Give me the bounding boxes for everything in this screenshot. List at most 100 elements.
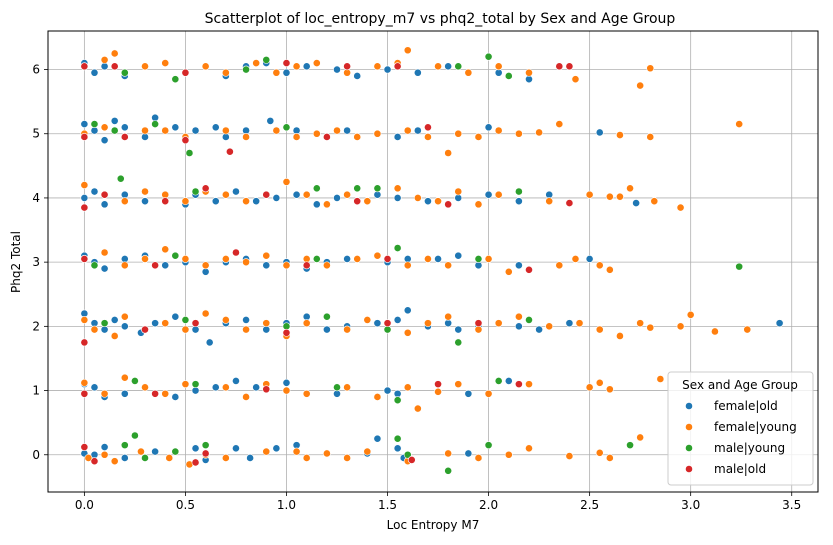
data-point-series-1 (272, 126, 281, 135)
data-point-series-1 (242, 133, 250, 141)
data-point-series-1 (100, 248, 109, 257)
data-point-series-0 (454, 325, 463, 334)
data-point-series-3 (474, 319, 483, 328)
legend-box (667, 371, 814, 486)
data-point-series-1 (646, 323, 655, 332)
data-point-series-0 (514, 197, 523, 206)
data-point-series-0 (191, 126, 200, 135)
data-point-series-0 (90, 68, 99, 77)
data-point-series-2 (90, 261, 99, 270)
data-point-series-0 (373, 434, 382, 443)
data-point-series-0 (191, 444, 200, 453)
data-point-series-0 (454, 194, 463, 202)
data-point-series-1 (585, 383, 594, 392)
data-point-series-1 (110, 457, 119, 466)
data-point-series-0 (484, 123, 493, 132)
data-point-series-2 (484, 441, 493, 450)
data-point-series-3 (201, 449, 210, 458)
data-point-series-3 (80, 62, 89, 71)
data-point-series-1 (161, 190, 170, 199)
x-tick-label: 0.0 (75, 498, 94, 512)
data-point-series-0 (393, 389, 402, 398)
data-point-series-1 (221, 255, 230, 263)
data-point-series-1 (626, 184, 634, 193)
data-point-series-2 (454, 338, 463, 347)
data-point-series-1 (454, 380, 463, 389)
data-point-series-0 (171, 312, 180, 321)
data-point-series-0 (464, 449, 473, 458)
data-point-series-1 (302, 255, 311, 263)
data-point-series-2 (494, 377, 503, 385)
data-point-series-0 (464, 389, 473, 398)
data-point-series-1 (484, 255, 493, 263)
data-point-series-1 (262, 319, 271, 328)
data-point-series-0 (383, 65, 392, 74)
data-point-series-1 (322, 261, 331, 270)
data-point-series-3 (514, 380, 523, 389)
data-point-series-0 (151, 113, 160, 122)
data-point-series-0 (514, 261, 523, 270)
data-point-series-1 (120, 261, 129, 270)
data-point-series-0 (353, 72, 362, 80)
data-point-series-1 (302, 454, 311, 462)
data-point-series-1 (444, 312, 453, 321)
data-point-series-2 (383, 325, 392, 334)
data-point-series-3 (141, 325, 149, 334)
data-point-series-1 (292, 62, 301, 71)
data-point-series-1 (616, 332, 624, 340)
data-point-series-1 (646, 133, 655, 141)
data-point-series-1 (343, 68, 352, 77)
data-point-series-0 (252, 197, 261, 206)
legend-marker (685, 444, 693, 452)
data-point-series-1 (221, 316, 230, 324)
data-point-series-1 (373, 62, 382, 71)
data-point-series-0 (262, 325, 271, 334)
data-point-series-0 (120, 123, 129, 132)
data-point-series-1 (120, 312, 129, 321)
data-point-series-3 (262, 190, 271, 199)
data-point-series-3 (80, 389, 89, 398)
data-point-series-1 (474, 133, 483, 141)
data-point-series-2 (242, 65, 250, 74)
data-point-series-3 (282, 59, 291, 68)
data-point-series-1 (413, 194, 422, 202)
data-point-series-0 (161, 261, 170, 270)
data-point-series-2 (393, 434, 402, 443)
data-point-series-0 (211, 123, 220, 132)
data-point-series-1 (605, 385, 614, 394)
data-point-series-2 (201, 441, 210, 450)
data-point-series-0 (90, 187, 99, 196)
data-point-series-1 (616, 192, 624, 201)
data-point-series-0 (80, 194, 89, 202)
data-point-series-2 (403, 450, 412, 459)
data-point-series-3 (80, 203, 89, 212)
data-point-series-0 (120, 389, 129, 398)
data-point-series-1 (161, 389, 170, 398)
data-point-series-0 (393, 444, 402, 453)
data-point-series-1 (363, 197, 372, 206)
data-point-series-0 (100, 325, 109, 334)
data-point-series-1 (424, 255, 432, 263)
y-tick-label: 6 (32, 63, 40, 77)
data-point-series-3 (80, 338, 89, 347)
data-point-series-2 (131, 431, 139, 440)
data-point-series-0 (282, 68, 291, 77)
data-point-series-1 (494, 319, 503, 328)
data-point-series-3 (434, 380, 442, 389)
data-point-series-1 (555, 120, 564, 128)
data-point-series-3 (100, 190, 109, 199)
data-point-series-1 (605, 192, 614, 201)
data-point-series-1 (571, 255, 580, 263)
data-point-series-0 (80, 309, 89, 318)
data-point-series-0 (171, 123, 180, 132)
y-tick-label: 1 (32, 384, 40, 398)
data-point-series-1 (120, 197, 129, 206)
data-point-series-1 (494, 190, 503, 199)
data-point-series-0 (205, 338, 214, 347)
data-point-series-0 (413, 68, 422, 77)
data-point-series-1 (504, 267, 513, 276)
data-point-series-1 (312, 59, 321, 68)
data-point-series-0 (525, 75, 533, 84)
legend-label: female|old (714, 399, 778, 413)
